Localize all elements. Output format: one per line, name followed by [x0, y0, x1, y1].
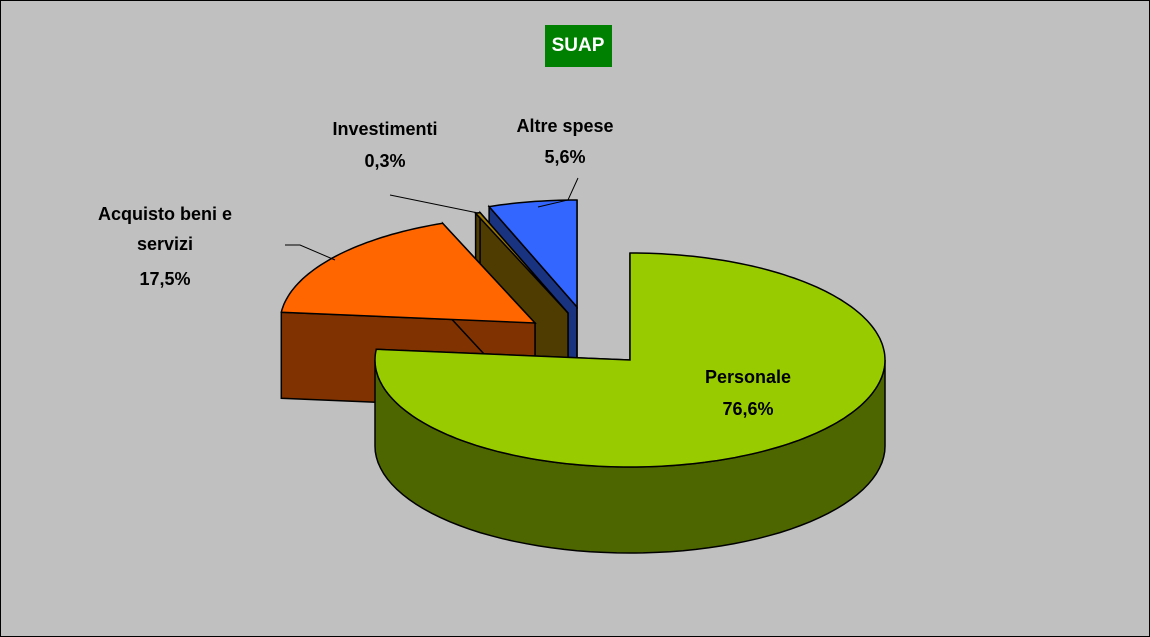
category-label: Personale — [705, 367, 791, 387]
leader-line — [389, 194, 479, 214]
category-label: Acquisto beni e servizi — [98, 204, 232, 254]
title-box — [545, 25, 612, 67]
leader-line — [537, 177, 579, 208]
category-label: Investimenti — [332, 119, 437, 139]
value-label: 76,6% — [722, 399, 773, 419]
leader-line — [285, 244, 336, 261]
slice — [374, 252, 886, 468]
category-label-line: servizi — [137, 234, 193, 254]
labels: Personale 76,6% Acquisto beni e servizi 17,5… — [98, 116, 791, 419]
pie — [280, 199, 886, 554]
value-label: 5,6% — [544, 147, 585, 167]
category-label: Altre spese — [516, 116, 613, 136]
value-label: 0,3% — [364, 151, 405, 171]
category-label-line: Acquisto beni e — [98, 204, 232, 224]
value-label: 17,5% — [139, 269, 190, 289]
chart-title: SUAP — [552, 35, 605, 56]
